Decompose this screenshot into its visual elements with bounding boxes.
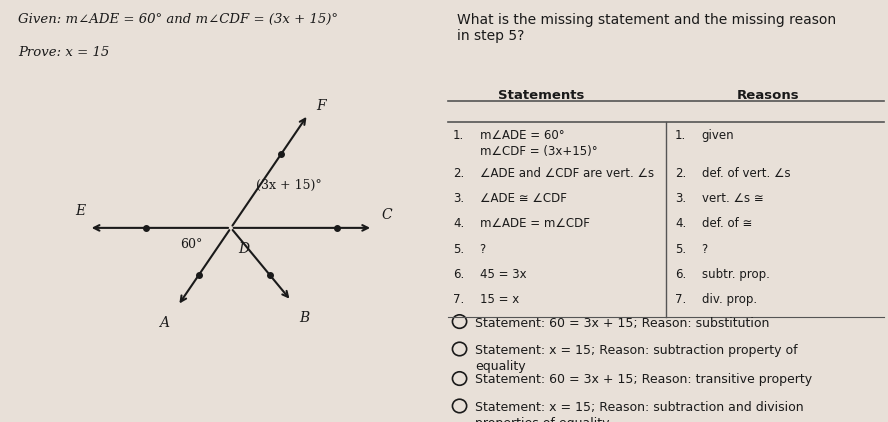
Text: 2.: 2. bbox=[453, 167, 464, 180]
Text: ∠ADE and ∠CDF are vert. ∠s: ∠ADE and ∠CDF are vert. ∠s bbox=[480, 167, 654, 180]
Text: 15 = x: 15 = x bbox=[480, 293, 519, 306]
Text: C: C bbox=[381, 208, 392, 222]
Text: 6.: 6. bbox=[675, 268, 686, 281]
Text: given: given bbox=[702, 129, 734, 142]
Text: ?: ? bbox=[480, 243, 486, 256]
Text: 4.: 4. bbox=[453, 217, 464, 230]
Text: subtr. prop.: subtr. prop. bbox=[702, 268, 769, 281]
Text: 60°: 60° bbox=[179, 238, 202, 251]
Text: 45 = 3x: 45 = 3x bbox=[480, 268, 527, 281]
Text: vert. ∠s ≅: vert. ∠s ≅ bbox=[702, 192, 764, 205]
Text: Statement: x = 15; Reason: subtraction property of
equality: Statement: x = 15; Reason: subtraction p… bbox=[475, 344, 797, 373]
Text: A: A bbox=[160, 316, 170, 330]
Text: m∠ADE = m∠CDF: m∠ADE = m∠CDF bbox=[480, 217, 590, 230]
Text: F: F bbox=[317, 99, 326, 113]
Text: 7.: 7. bbox=[675, 293, 686, 306]
Text: Statement: 60 = 3x + 15; Reason: transitive property: Statement: 60 = 3x + 15; Reason: transit… bbox=[475, 373, 813, 387]
Text: Statement: x = 15; Reason: subtraction and division
properties of equality: Statement: x = 15; Reason: subtraction a… bbox=[475, 401, 804, 422]
Text: ∠ADE ≅ ∠CDF: ∠ADE ≅ ∠CDF bbox=[480, 192, 567, 205]
Text: Statements: Statements bbox=[498, 89, 585, 102]
Text: 3.: 3. bbox=[453, 192, 464, 205]
Text: div. prop.: div. prop. bbox=[702, 293, 757, 306]
Text: 2.: 2. bbox=[675, 167, 686, 180]
Text: 1.: 1. bbox=[453, 129, 464, 142]
Text: 4.: 4. bbox=[675, 217, 686, 230]
Text: B: B bbox=[299, 311, 310, 325]
Text: Reasons: Reasons bbox=[737, 89, 799, 102]
Text: What is the missing statement and the missing reason
in step 5?: What is the missing statement and the mi… bbox=[457, 13, 836, 43]
Text: Prove: x = 15: Prove: x = 15 bbox=[18, 46, 109, 60]
Text: ?: ? bbox=[702, 243, 708, 256]
Text: 7.: 7. bbox=[453, 293, 464, 306]
Text: Given: m∠ADE = 60° and m∠CDF = (3x + 15)°: Given: m∠ADE = 60° and m∠CDF = (3x + 15)… bbox=[18, 13, 337, 26]
Text: def. of ≅: def. of ≅ bbox=[702, 217, 752, 230]
Text: def. of vert. ∠s: def. of vert. ∠s bbox=[702, 167, 790, 180]
Text: 6.: 6. bbox=[453, 268, 464, 281]
Text: 5.: 5. bbox=[675, 243, 686, 256]
Text: 5.: 5. bbox=[453, 243, 464, 256]
Text: D: D bbox=[239, 242, 250, 256]
Text: E: E bbox=[75, 204, 85, 218]
Text: (3x + 15)°: (3x + 15)° bbox=[256, 179, 321, 192]
Text: 3.: 3. bbox=[675, 192, 686, 205]
Text: Statement: 60 = 3x + 15; Reason: substitution: Statement: 60 = 3x + 15; Reason: substit… bbox=[475, 316, 770, 330]
Text: m∠ADE = 60°
m∠CDF = (3x+15)°: m∠ADE = 60° m∠CDF = (3x+15)° bbox=[480, 129, 597, 158]
Text: 1.: 1. bbox=[675, 129, 686, 142]
